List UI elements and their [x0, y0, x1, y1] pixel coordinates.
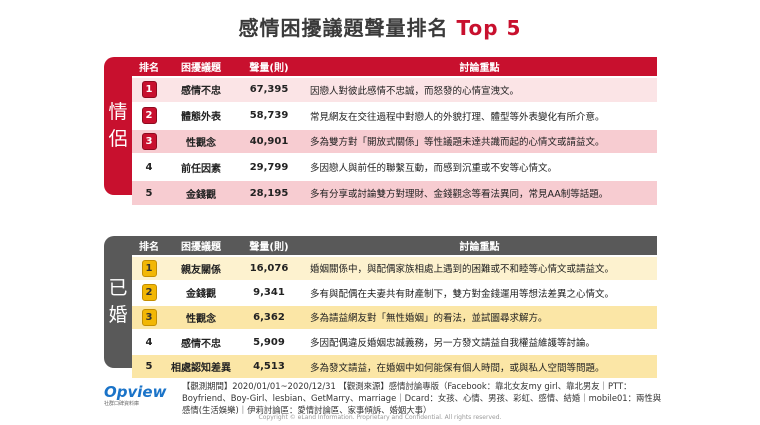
couple-header-row: 排名 困擾議題 聲量(則) 討論重點 [132, 57, 657, 77]
point-cell: 多有與配偶在夫妻共有財產制下，雙方對金錢運用等想法差異之心情文。 [302, 279, 657, 306]
rank-cell: 4 [132, 153, 166, 181]
volume-cell: 29,799 [236, 153, 302, 181]
table-row: 1 親友關係 16,076 婚姻關係中，與配偶家族相處上遇到的困難或不和睦等心情… [132, 255, 657, 281]
point-cell: 多為請益網友對「無性婚姻」的看法，並試圖尋求解方。 [302, 304, 657, 330]
table-row: 4 感情不忠 5,909 多因配偶違反婚姻忠誠義務，另一方發文請益自我權益維護等… [132, 328, 657, 355]
point-cell: 多為發文請益，在婚姻中如何能保有個人時間，或與私人空間等問題。 [302, 353, 657, 378]
volume-cell: 67,395 [236, 76, 302, 103]
married-table: 排名 困擾議題 聲量(則) 討論重點 1 親友關係 16,076 婚姻關係中，與… [132, 236, 657, 378]
point-cell: 多有分享或討論雙方對理財、金錢觀念等看法異同，常見AA制等話題。 [302, 179, 657, 205]
topic-cell: 感情不忠 [166, 328, 236, 355]
rank-medal-icon: 1 [141, 259, 157, 277]
volume-cell: 28,195 [236, 179, 302, 205]
logo-subtitle: 社群口碑資料庫 [104, 401, 140, 407]
header-rank: 排名 [132, 236, 166, 256]
volume-cell: 9,341 [236, 279, 302, 306]
couple-tab-char-2: 侶 [108, 128, 128, 150]
volume-cell: 6,362 [236, 304, 302, 330]
topic-cell: 前任因素 [166, 153, 236, 181]
topic-cell: 性觀念 [166, 127, 236, 155]
table-row: 2 體態外表 58,739 常見網友在交往過程中對戀人的外貌打理、體型等外表變化… [132, 101, 657, 129]
table-row: 5 金錢觀 28,195 多有分享或討論雙方對理財、金錢觀念等看法異同，常見AA… [132, 179, 657, 205]
volume-cell: 40,901 [236, 127, 302, 155]
rank-medal-icon: 1 [141, 81, 157, 99]
topic-cell: 金錢觀 [166, 279, 236, 306]
married-tab: 已 婚 [104, 236, 132, 368]
volume-cell: 58,739 [236, 101, 302, 129]
header-topic: 困擾議題 [166, 236, 236, 256]
table-row: 4 前任因素 29,799 多因戀人與前任的聯繫互動，而感到沉重或不安等心情文。 [132, 153, 657, 181]
married-header-row: 排名 困擾議題 聲量(則) 討論重點 [132, 236, 657, 256]
volume-cell: 5,909 [236, 328, 302, 355]
couple-section: 情 侶 排名 困擾議題 聲量(則) 討論重點 1 感情不忠 67,395 因戀人… [104, 57, 657, 205]
table-row: 5 相處認知差異 4,513 多為發文請益，在婚姻中如何能保有個人時間，或與私人… [132, 353, 657, 378]
opview-logo: Opview 社群口碑資料庫 [104, 383, 182, 407]
topic-cell: 金錢觀 [166, 179, 236, 205]
point-cell: 多因配偶違反婚姻忠誠義務，另一方發文請益自我權益維護等討論。 [302, 328, 657, 355]
table-row: 2 金錢觀 9,341 多有與配偶在夫妻共有財產制下，雙方對金錢運用等想法差異之… [132, 279, 657, 306]
table-row: 1 感情不忠 67,395 因戀人對彼此感情不忠誠，而怒發的心情宣洩文。 [132, 76, 657, 103]
point-cell: 多為雙方對「開放式關係」等性議題未達共識而起的心情文或請益文。 [302, 127, 657, 155]
couple-tab: 情 侶 [104, 57, 132, 195]
header-rank: 排名 [132, 57, 166, 77]
married-tab-char-1: 已 [108, 277, 128, 299]
header-volume: 聲量(則) [236, 236, 302, 256]
header-topic: 困擾議題 [166, 57, 236, 77]
rank-medal-icon: 2 [141, 284, 157, 302]
title-main: 感情困擾議題聲量排名 [238, 16, 449, 40]
volume-cell: 16,076 [236, 255, 302, 281]
rank-cell: 5 [132, 179, 166, 205]
rank-medal-icon: 3 [141, 132, 157, 150]
topic-cell: 體態外表 [166, 101, 236, 129]
point-cell: 婚姻關係中，與配偶家族相處上遇到的困難或不和睦等心情文或請益文。 [302, 255, 657, 281]
header-volume: 聲量(則) [236, 57, 302, 77]
source-footnote: 【觀測期間】2020/01/01~2020/12/31 【觀測來源】感情討論專版… [182, 381, 662, 415]
header-point: 討論重點 [302, 57, 657, 77]
rank-cell: 5 [132, 353, 166, 378]
rank-medal-icon: 2 [141, 107, 157, 125]
topic-cell: 親友關係 [166, 255, 236, 281]
table-row: 3 性觀念 40,901 多為雙方對「開放式關係」等性議題未達共識而起的心情文或… [132, 127, 657, 155]
copyright-text: Copyright © eLand Information. Proprieta… [258, 414, 502, 421]
rank-medal-icon: 3 [141, 308, 157, 326]
point-cell: 因戀人對彼此感情不忠誠，而怒發的心情宣洩文。 [302, 76, 657, 103]
title-highlight: Top 5 [456, 16, 522, 40]
page-title: 感情困擾議題聲量排名 Top 5 [0, 12, 760, 41]
couple-table: 排名 困擾議題 聲量(則) 討論重點 1 感情不忠 67,395 因戀人對彼此感… [132, 57, 657, 205]
header-point: 討論重點 [302, 236, 657, 256]
topic-cell: 感情不忠 [166, 76, 236, 103]
married-section: 已 婚 排名 困擾議題 聲量(則) 討論重點 1 親友關係 16,076 婚姻關… [104, 236, 657, 378]
couple-tab-char-1: 情 [108, 101, 128, 123]
table-row: 3 性觀念 6,362 多為請益網友對「無性婚姻」的看法，並試圖尋求解方。 [132, 304, 657, 330]
rank-cell: 4 [132, 328, 166, 355]
topic-cell: 相處認知差異 [166, 353, 236, 378]
point-cell: 多因戀人與前任的聯繫互動，而感到沉重或不安等心情文。 [302, 153, 657, 181]
married-tab-char-2: 婚 [108, 304, 128, 326]
logo-word: Opview [104, 383, 167, 401]
topic-cell: 性觀念 [166, 304, 236, 330]
volume-cell: 4,513 [236, 353, 302, 378]
point-cell: 常見網友在交往過程中對戀人的外貌打理、體型等外表變化有所介意。 [302, 101, 657, 129]
